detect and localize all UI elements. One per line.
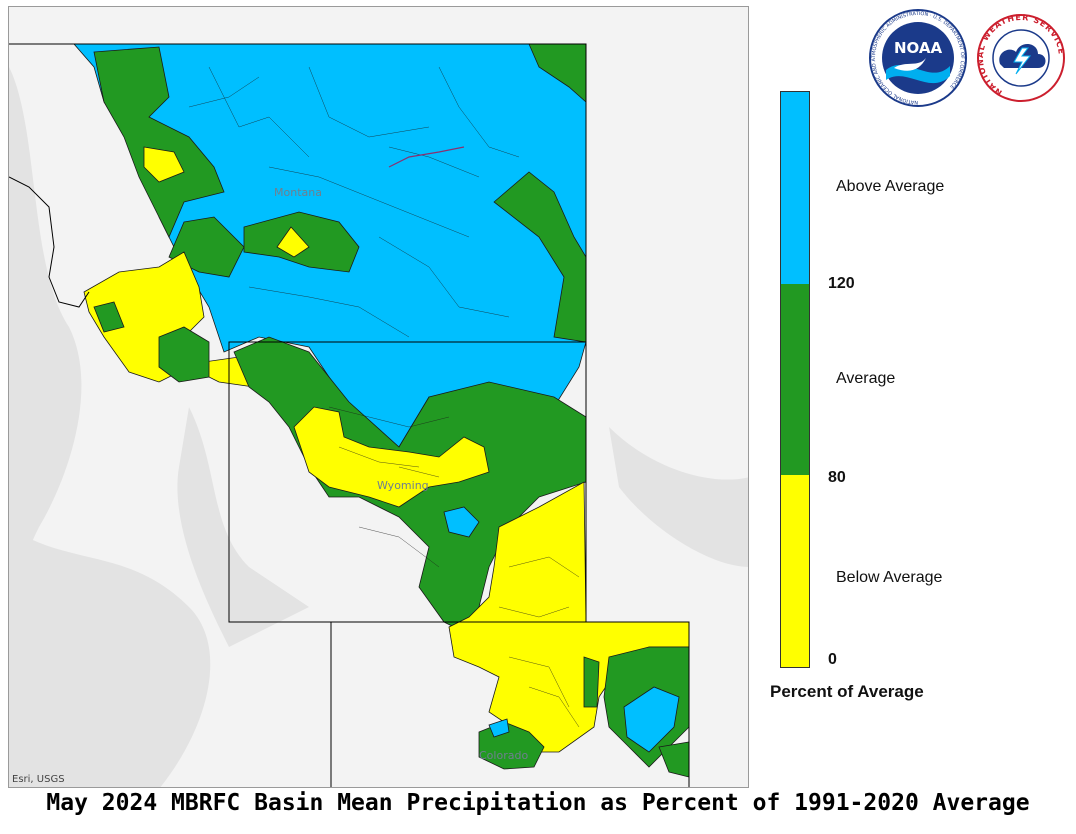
- legend-label-above: Above Average: [836, 178, 945, 195]
- legend-label-average: Average: [836, 370, 896, 387]
- legend-title: Percent of Average: [770, 682, 924, 701]
- map-caption: May 2024 MBRFC Basin Mean Precipitation …: [46, 790, 1030, 816]
- state-label-montana: Montana: [274, 186, 322, 199]
- terrain-relief: [9, 67, 748, 787]
- legend-threshold-80: 80: [828, 469, 846, 486]
- map-panel: Montana Wyoming Colorado Esri, USGS: [8, 6, 749, 788]
- noaa-logo-text: NOAA: [894, 39, 943, 57]
- river-line: [388, 146, 465, 168]
- basin-region-colorado-strip-average: [583, 656, 600, 708]
- basin-region-sw-average-2: [93, 301, 125, 333]
- agency-logos: NOAA NATIONAL OCEANIC AND ATMOSPHERIC AD…: [866, 8, 1065, 108]
- legend-label-below: Below Average: [836, 569, 943, 586]
- basin-region-wyoming-below: [293, 406, 490, 508]
- basin-map: [9, 7, 748, 787]
- state-label-colorado: Colorado: [479, 749, 529, 762]
- state-boundaries: [9, 43, 690, 787]
- nws-logo-icon: NATIONAL WEATHER SERVICE: [976, 13, 1065, 102]
- basin-region-nw-average: [93, 46, 225, 238]
- legend-color-bar: [780, 91, 810, 668]
- basin-region-wyoming-above-small: [443, 506, 480, 538]
- sub-basin-lines: [188, 66, 580, 728]
- legend-threshold-0: 0: [828, 651, 837, 668]
- basin-region-colorado-east-above: [623, 686, 680, 753]
- state-label-wyoming: Wyoming: [377, 479, 429, 492]
- legend-swatch-below: [781, 475, 809, 668]
- legend-swatch-average: [781, 283, 809, 476]
- basin-region-central-below-small: [276, 226, 310, 258]
- map-credit: Esri, USGS: [12, 774, 65, 785]
- legend-threshold-120: 120: [828, 275, 855, 292]
- legend-swatch-above: [781, 92, 809, 284]
- basin-region-nw-below-small: [143, 146, 185, 183]
- basin-region-sw-average: [158, 326, 210, 383]
- basin-region-colorado-south-above: [488, 718, 510, 738]
- noaa-logo-icon: NOAA NATIONAL OCEANIC AND ATMOSPHERIC AD…: [869, 9, 967, 107]
